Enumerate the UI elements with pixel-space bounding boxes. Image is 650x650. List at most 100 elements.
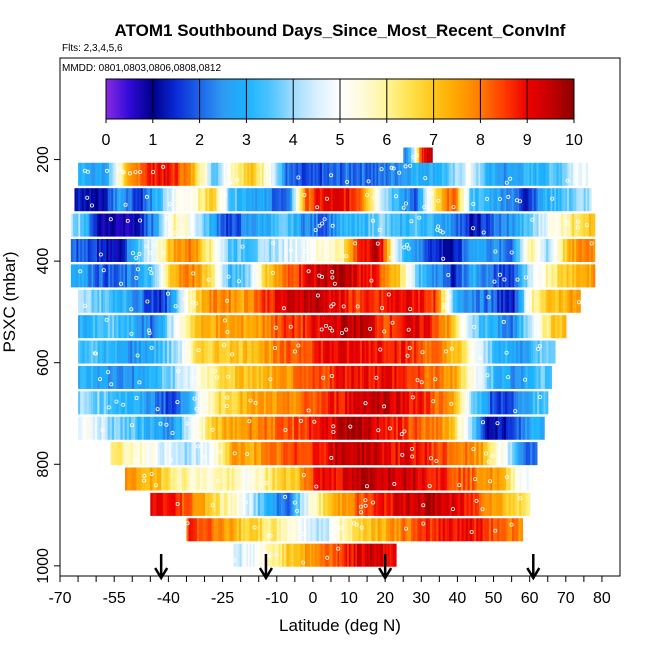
heat-cell [129, 365, 133, 389]
heat-cell [437, 238, 441, 262]
heat-cell [504, 289, 508, 313]
heat-cell [327, 213, 330, 237]
heat-cell [201, 340, 205, 364]
heat-cell [283, 442, 287, 466]
heat-cell [289, 238, 293, 262]
heat-cell [154, 315, 158, 339]
heat-cell [476, 365, 479, 389]
colorbar-swatch [201, 79, 205, 119]
heat-cell [402, 518, 406, 542]
sample-marker [483, 451, 488, 456]
heat-cell [532, 238, 536, 262]
heat-cell [300, 213, 304, 237]
heat-cell [120, 315, 124, 339]
heat-cell [379, 467, 382, 491]
heat-cell [368, 264, 371, 288]
heat-cell [170, 238, 173, 262]
heat-cell [233, 238, 237, 262]
heat-cell [479, 340, 482, 364]
heat-cell [467, 162, 470, 186]
heat-cell [225, 442, 228, 466]
heat-cell [107, 162, 110, 186]
heat-cell [239, 213, 242, 237]
heat-cell [460, 442, 464, 466]
colorbar-swatch [241, 79, 245, 119]
heat-cell [365, 467, 369, 491]
heat-cell [550, 340, 554, 364]
heat-cell [414, 289, 417, 313]
heat-cell [178, 289, 182, 313]
heat-cell [400, 365, 404, 389]
heat-cell [234, 492, 238, 516]
colorbar-swatch [524, 79, 528, 119]
heat-cell [499, 365, 503, 389]
heat-cell [265, 442, 269, 466]
heat-cell [174, 289, 178, 313]
heat-cell [451, 442, 455, 466]
heat-cell [453, 340, 456, 364]
colorbar-swatch [213, 79, 217, 119]
heat-cell [306, 543, 309, 567]
heat-cell [216, 391, 220, 415]
heat-cell [574, 162, 578, 186]
heat-cell [283, 315, 287, 339]
heat-cell [407, 162, 410, 186]
sample-marker [331, 429, 336, 434]
heat-cell [123, 365, 126, 389]
sample-marker [447, 294, 452, 299]
heat-cell [260, 340, 263, 364]
heat-cell [510, 365, 514, 389]
heat-cell [453, 442, 457, 466]
heat-cell [120, 391, 124, 415]
heat-cell [557, 315, 561, 339]
heat-cell [375, 340, 378, 364]
heat-cell [97, 289, 100, 313]
heat-cell [487, 467, 491, 491]
colorbar-swatch [204, 79, 208, 119]
heat-cell [405, 492, 409, 516]
sample-marker [281, 306, 286, 311]
heat-cell [440, 467, 444, 491]
heat-cell [478, 467, 482, 491]
heat-cell [409, 492, 413, 516]
heat-cell [241, 315, 245, 339]
colorbar-swatch [164, 79, 168, 119]
heat-cell [148, 315, 151, 339]
heat-cell [420, 162, 423, 186]
heat-cell [420, 264, 424, 288]
colorbar-swatch [431, 79, 434, 119]
heat-cell [108, 264, 111, 288]
heat-cell [406, 442, 410, 466]
heat-cell [471, 238, 474, 262]
heat-cell [334, 416, 338, 440]
heat-cell [124, 188, 127, 212]
heat-cell [290, 188, 293, 212]
heat-cell [559, 315, 563, 339]
sample-marker [518, 496, 523, 501]
heat-cell [541, 289, 545, 313]
colorbar-swatch [239, 79, 243, 119]
heat-cell [314, 492, 318, 516]
heat-cell [479, 289, 483, 313]
heat-cell [264, 188, 267, 212]
heat-cell [503, 289, 506, 313]
heat-cell [439, 238, 442, 262]
heat-cell [303, 543, 306, 567]
heat-cell [211, 289, 214, 313]
heat-cell [218, 238, 222, 262]
heat-cell [78, 264, 81, 288]
heat-cell [387, 289, 390, 313]
heat-cell [503, 162, 507, 186]
heat-cell [495, 188, 498, 212]
heat-cell [441, 238, 444, 262]
heat-cell [289, 391, 293, 415]
heat-cell [428, 264, 431, 288]
heat-cell [582, 162, 585, 186]
heat-cell [387, 264, 390, 288]
heat-cell [330, 442, 334, 466]
heat-cell [140, 340, 144, 364]
heat-cell [528, 340, 532, 364]
heat-cell [272, 391, 276, 415]
heat-cell [110, 238, 113, 262]
heat-cell [522, 416, 526, 440]
